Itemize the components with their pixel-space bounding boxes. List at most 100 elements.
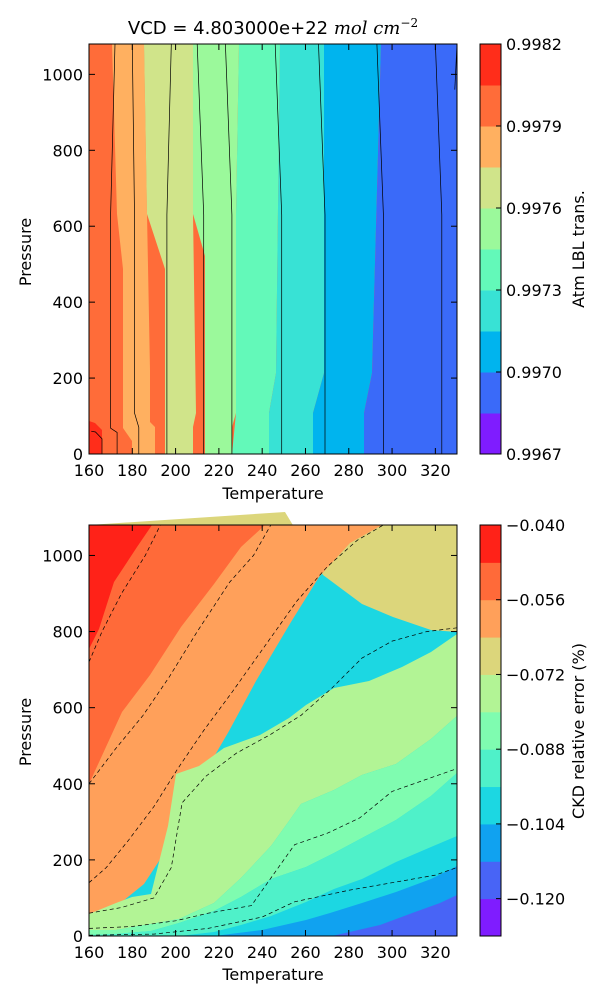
top-x-tick-label: 240 bbox=[247, 461, 278, 480]
top-colorbar-label: Atm LBL trans. bbox=[569, 190, 588, 308]
top-x-axis: 160 180 200 220 240 260 280 300 320 bbox=[74, 44, 451, 480]
bottom-panel: 160 180 200 220 240 260 280 300 320 0 200 400 600 80… bbox=[16, 512, 588, 984]
bottom-x-axis-label: Temperature bbox=[221, 965, 323, 984]
bottom-colorbar-tick-label: −0.056 bbox=[506, 591, 565, 610]
top-colorbar-swatch bbox=[480, 413, 501, 455]
top-fill-region-4 bbox=[193, 44, 239, 454]
bottom-fill-region-7 bbox=[89, 773, 457, 936]
bottom-x-tick-label: 320 bbox=[420, 943, 451, 962]
top-fill-region-5 bbox=[232, 44, 280, 454]
top-y-tick-label: 400 bbox=[52, 293, 83, 312]
top-x-tick-label: 220 bbox=[204, 461, 235, 480]
bottom-colorbar-swatch bbox=[480, 562, 501, 601]
top-x-tick-label: 320 bbox=[420, 461, 451, 480]
top-title: VCD = 4.803000e+22 mol cm−2 bbox=[128, 16, 418, 39]
top-contour-line-6 bbox=[274, 43, 283, 454]
top-y-tick-label: 800 bbox=[52, 141, 83, 160]
top-colorbar-tick-label: 0.9982 bbox=[506, 35, 562, 54]
bottom-colorbar-swatch bbox=[480, 525, 501, 563]
bottom-x-tick-label: 220 bbox=[204, 943, 235, 962]
top-fill-region-7 bbox=[313, 44, 381, 454]
top-contour-lines bbox=[91, 43, 458, 454]
bottom-plot-frame bbox=[88, 524, 458, 937]
bottom-fill-region-1 bbox=[89, 512, 457, 632]
top-fill-region-2 bbox=[112, 44, 155, 454]
bottom-colorbar-tick-label: −0.104 bbox=[506, 815, 565, 834]
top-colorbar-swatch bbox=[480, 85, 501, 127]
top-contour-line-5 bbox=[225, 43, 233, 454]
bottom-fill-region-9 bbox=[332, 895, 457, 936]
bottom-y-tick-label: 800 bbox=[52, 623, 83, 642]
bottom-y-axis: 0 200 400 600 800 1000 bbox=[42, 546, 457, 946]
top-x-tick-label: 160 bbox=[74, 461, 105, 480]
top-colorbar-tick-label: 0.9973 bbox=[506, 281, 562, 300]
top-contour-line-2 bbox=[131, 43, 140, 454]
top-plot-fill bbox=[89, 44, 457, 454]
bottom-colorbar-tick-label: −0.072 bbox=[506, 665, 565, 684]
bottom-y-axis-label: Pressure bbox=[16, 698, 35, 766]
top-colorbar-swatch bbox=[480, 126, 501, 168]
bottom-colorbar-swatch bbox=[480, 823, 501, 862]
top-x-tick-label: 300 bbox=[377, 461, 408, 480]
bottom-colorbar-swatch bbox=[480, 637, 501, 675]
bottom-colorbar-frame bbox=[479, 524, 502, 937]
bottom-x-tick-label: 180 bbox=[117, 943, 148, 962]
top-colorbar-tick-label: 0.9967 bbox=[506, 445, 562, 464]
top-panel: 160 180 200 220 240 260 280 300 320 0 200 400 600 80… bbox=[16, 16, 588, 503]
top-colorbar: 0.9967 0.9970 0.9973 0.9976 0.9979 0.9982 bbox=[479, 35, 562, 464]
bottom-x-axis: 160 180 200 220 240 260 280 300 320 bbox=[74, 525, 451, 962]
top-fill-region-8 bbox=[364, 44, 457, 454]
top-contour-line-0 bbox=[91, 430, 103, 454]
bottom-colorbar-tick-label: −0.088 bbox=[506, 740, 565, 759]
bottom-x-tick-label: 240 bbox=[247, 943, 278, 962]
bottom-contour-line-3 bbox=[88, 627, 458, 914]
top-contour-line-3 bbox=[166, 43, 172, 454]
bottom-x-tick-label: 160 bbox=[74, 943, 105, 962]
bottom-x-tick-label: 200 bbox=[160, 943, 191, 962]
top-colorbar-swatch bbox=[480, 372, 501, 414]
top-fill-region-6 bbox=[269, 44, 324, 454]
bottom-colorbar-swatch bbox=[480, 749, 501, 788]
bottom-fill-region-8 bbox=[214, 866, 457, 936]
top-y-axis: 0 200 400 600 800 1000 bbox=[42, 65, 457, 464]
bottom-x-tick-label: 300 bbox=[377, 943, 408, 962]
bottom-colorbar-swatch bbox=[480, 599, 501, 638]
top-contour-line-4 bbox=[196, 43, 205, 454]
bottom-contour-line-4 bbox=[88, 768, 458, 929]
top-colorbar-swatch bbox=[480, 290, 501, 332]
top-y-tick-label: 600 bbox=[52, 217, 83, 236]
top-colorbar-swatch bbox=[480, 208, 501, 250]
top-y-tick-label: 0 bbox=[73, 445, 83, 464]
bottom-fill-region-3 bbox=[89, 525, 265, 784]
top-contour-line-9 bbox=[435, 43, 443, 454]
bottom-y-tick-label: 0 bbox=[73, 927, 83, 946]
bottom-colorbar: −0.040 −0.056 −0.072 −0.088 −0.104 −0.120 bbox=[479, 516, 565, 937]
bottom-colorbar-tick-label: −0.120 bbox=[506, 890, 565, 909]
top-contour-line-7 bbox=[318, 43, 326, 454]
top-colorbar-tick-label: 0.9976 bbox=[506, 199, 562, 218]
top-fill-region-3 bbox=[144, 44, 196, 454]
bottom-colorbar-swatch bbox=[480, 711, 501, 750]
bottom-y-tick-label: 1000 bbox=[42, 546, 83, 565]
bottom-colorbar-label: CKD relative error (%) bbox=[569, 643, 588, 819]
bottom-colorbar-swatch bbox=[480, 861, 501, 900]
top-colorbar-frame bbox=[479, 43, 502, 455]
top-x-tick-label: 280 bbox=[333, 461, 364, 480]
bottom-plot-fill bbox=[89, 512, 457, 936]
bottom-contour-lines bbox=[88, 524, 458, 936]
top-y-tick-label: 200 bbox=[52, 369, 83, 388]
bottom-colorbar-swatch bbox=[480, 786, 501, 825]
top-colorbar-swatch bbox=[480, 249, 501, 291]
top-plot-frame bbox=[88, 43, 458, 455]
top-y-axis-label: Pressure bbox=[16, 218, 35, 286]
bottom-y-tick-label: 400 bbox=[52, 775, 83, 794]
top-x-tick-label: 180 bbox=[117, 461, 148, 480]
bottom-x-tick-label: 280 bbox=[333, 943, 364, 962]
top-contour-line-8 bbox=[376, 43, 384, 454]
bottom-colorbar-swatch bbox=[480, 898, 501, 937]
bottom-contour-line-2 bbox=[88, 524, 384, 883]
bottom-colorbar-tick-label: −0.040 bbox=[506, 516, 565, 535]
top-y-tick-label: 1000 bbox=[42, 65, 83, 84]
bottom-fill-region-4 bbox=[89, 525, 152, 649]
